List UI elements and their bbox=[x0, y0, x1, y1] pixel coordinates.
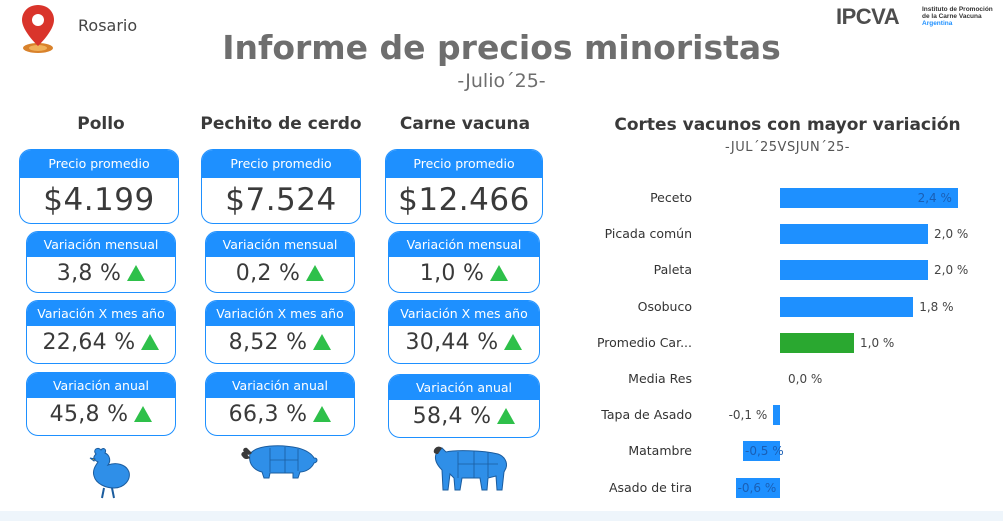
bar-value-label: 1,0 % bbox=[860, 335, 895, 350]
category-label: Picada común bbox=[604, 226, 692, 242]
variation-value: 8,52 % bbox=[228, 330, 308, 355]
variation-value-row: 45,8 % bbox=[27, 402, 175, 427]
up-arrow-icon bbox=[490, 265, 509, 281]
chart-title: Cortes vacunos con mayor variación bbox=[614, 115, 961, 135]
variation-card-header: Variación mensual bbox=[389, 232, 539, 257]
bar-value-label: 2,4 % bbox=[917, 191, 952, 205]
variation-value-row: 0,2 % bbox=[206, 261, 354, 286]
footer-strip bbox=[0, 511, 1003, 521]
variation-value: 22,64 % bbox=[42, 330, 136, 355]
up-arrow-icon bbox=[141, 334, 160, 350]
variation-value: 58,4 % bbox=[412, 404, 492, 429]
variation-card-header: Variación X mes año bbox=[389, 301, 539, 326]
variation-value-row: 1,0 % bbox=[389, 261, 539, 286]
variation-card-header: Variación anual bbox=[389, 375, 539, 400]
variation-card-header: Variación mensual bbox=[27, 232, 175, 257]
variation-value: 66,3 % bbox=[228, 402, 308, 427]
price-card-header: Precio promedio bbox=[386, 150, 542, 178]
price-card: Precio promedio $12.466 bbox=[385, 149, 543, 224]
variation-card-header: Variación X mes año bbox=[206, 301, 354, 326]
bar-value-label: -0,1 % bbox=[728, 408, 768, 423]
price-value: $12.466 bbox=[398, 182, 530, 218]
variation-card-header: Variación X mes año bbox=[27, 301, 175, 326]
bar-value-label: 2,0 % bbox=[934, 263, 969, 278]
cow-icon bbox=[433, 446, 507, 491]
variation-card-header: Variación mensual bbox=[206, 232, 354, 257]
variation-value-row: 3,8 % bbox=[27, 261, 175, 286]
variation-card-monthly: Variación mensual 3,8 % bbox=[26, 231, 176, 293]
bar bbox=[772, 405, 780, 426]
variation-card-yoy-month: Variación X mes año 22,64 % bbox=[26, 300, 176, 364]
ipcva-logo: IPCVA Instituto de Promoción de la Carne… bbox=[836, 4, 996, 34]
chicken-icon bbox=[89, 447, 130, 499]
bar bbox=[780, 188, 958, 208]
category-label: Tapa de Asado bbox=[601, 407, 692, 423]
bar bbox=[735, 477, 780, 498]
category-label: Asado de tira bbox=[608, 479, 692, 495]
bar-value-label: 0,0 % bbox=[788, 372, 823, 386]
variation-value-row: 22,64 % bbox=[27, 330, 175, 355]
up-arrow-icon bbox=[313, 406, 332, 422]
bar-value-label: 1,8 % bbox=[919, 299, 954, 314]
category-label: Matambre bbox=[628, 443, 692, 459]
product-title: Carne vacuna bbox=[399, 114, 531, 134]
variation-value: 30,44 % bbox=[405, 330, 499, 355]
variation-value: 45,8 % bbox=[49, 402, 129, 427]
page-title: Informe de precios minoristas bbox=[222, 28, 781, 67]
city-name: Rosario bbox=[78, 16, 138, 35]
logo-brand: IPCVA bbox=[836, 4, 900, 29]
logo-caption: Instituto de Promoción de la Carne Vacun… bbox=[922, 6, 993, 27]
variation-card-annual: Variación anual 66,3 % bbox=[205, 372, 355, 436]
bar bbox=[780, 332, 854, 353]
price-card-header: Precio promedio bbox=[202, 150, 360, 178]
up-arrow-icon bbox=[306, 265, 325, 281]
variation-value: 3,8 % bbox=[56, 261, 122, 286]
location-pin-icon bbox=[22, 5, 54, 53]
bar-value-label: -0,5 % bbox=[745, 444, 784, 459]
bar bbox=[780, 224, 928, 245]
up-arrow-icon bbox=[497, 408, 516, 424]
bar bbox=[780, 296, 914, 317]
price-card: Precio promedio $4.199 bbox=[19, 149, 179, 224]
variation-card-header: Variación anual bbox=[206, 373, 354, 398]
variation-value: 1,0 % bbox=[419, 261, 485, 286]
bar-value-label: -0,6 % bbox=[737, 480, 777, 495]
variation-value-row: 66,3 % bbox=[206, 402, 354, 427]
up-arrow-icon bbox=[127, 265, 146, 281]
variation-value: 0,2 % bbox=[235, 261, 301, 286]
category-label: Media Res bbox=[628, 371, 692, 386]
up-arrow-icon bbox=[504, 334, 523, 350]
bar bbox=[780, 260, 928, 281]
price-card: Precio promedio $7.524 bbox=[201, 149, 361, 224]
variation-value-row: 58,4 % bbox=[389, 404, 539, 429]
variation-card-annual: Variación anual 45,8 % bbox=[26, 372, 176, 436]
pig-icon bbox=[241, 445, 318, 479]
variation-card-yoy-month: Variación X mes año 8,52 % bbox=[205, 300, 355, 364]
product-title: Pollo bbox=[77, 114, 125, 134]
variation-card-monthly: Variación mensual 0,2 % bbox=[205, 231, 355, 293]
variation-card-monthly: Variación mensual 1,0 % bbox=[388, 231, 540, 293]
product-title: Pechito de cerdo bbox=[200, 114, 362, 134]
up-arrow-icon bbox=[134, 406, 153, 422]
variation-value-row: 30,44 % bbox=[389, 330, 539, 355]
variation-value-row: 8,52 % bbox=[206, 330, 354, 355]
category-label: Promedio Car... bbox=[596, 334, 692, 350]
category-label: Peceto bbox=[650, 190, 692, 205]
category-label: Paleta bbox=[653, 262, 692, 278]
page-subtitle: -Julio´25- bbox=[457, 70, 546, 92]
bar bbox=[743, 441, 780, 462]
category-label: Osobuco bbox=[637, 298, 692, 314]
bar-value-label: 2,0 % bbox=[934, 227, 969, 242]
up-arrow-icon bbox=[313, 334, 332, 350]
variation-card-annual: Variación anual 58,4 % bbox=[388, 374, 540, 438]
price-card-header: Precio promedio bbox=[20, 150, 178, 178]
price-value: $7.524 bbox=[225, 182, 337, 218]
chart-subtitle: -JUL´25VSJUN´25- bbox=[725, 140, 850, 155]
variation-card-header: Variación anual bbox=[27, 373, 175, 398]
variation-card-yoy-month: Variación X mes año 30,44 % bbox=[388, 300, 540, 364]
price-value: $4.199 bbox=[43, 182, 155, 218]
